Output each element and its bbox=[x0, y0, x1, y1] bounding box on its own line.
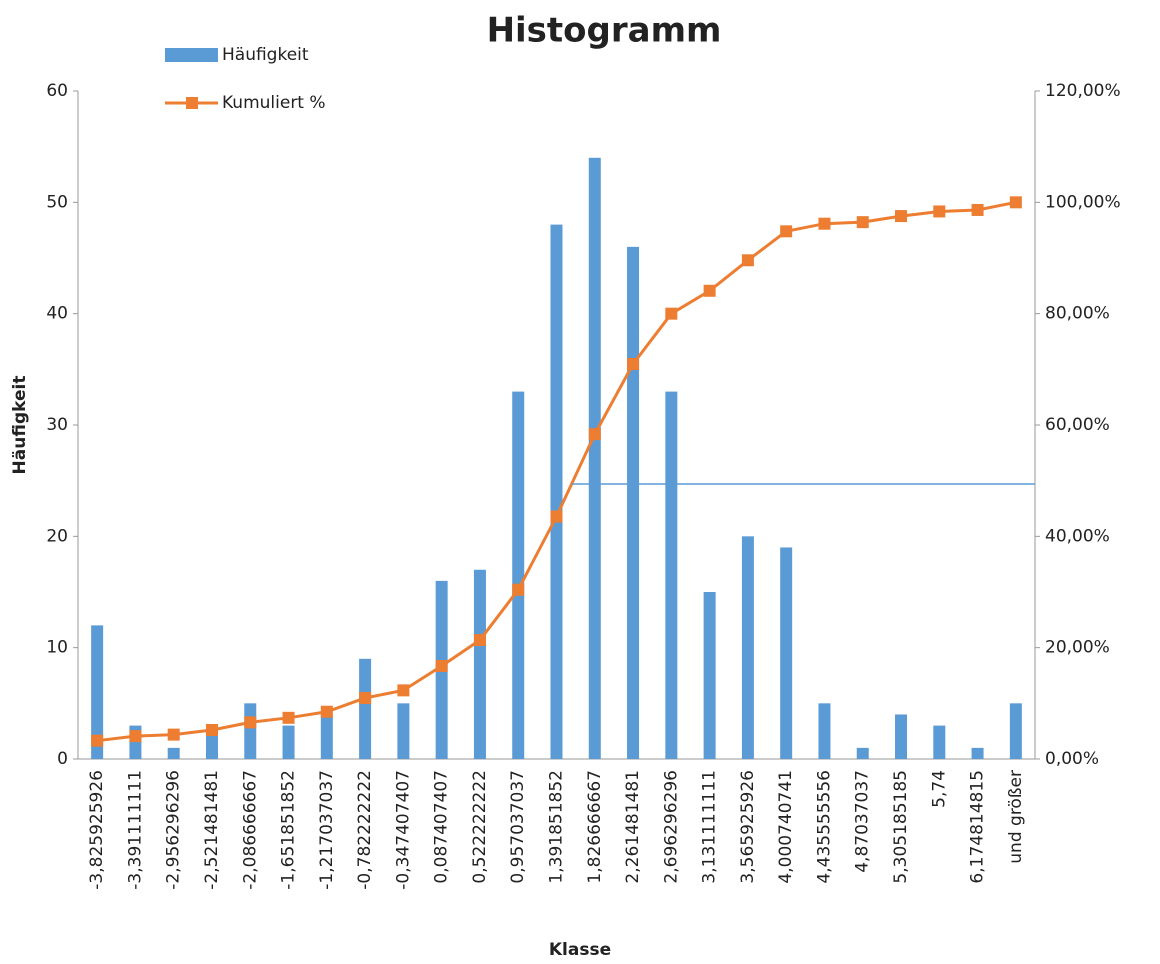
point bbox=[129, 730, 142, 743]
x-tick-label: -2,956296296 bbox=[164, 770, 184, 890]
bar bbox=[741, 536, 754, 759]
bar bbox=[665, 391, 678, 759]
bar bbox=[895, 714, 908, 759]
x-tick-label: -3,391111111 bbox=[125, 770, 145, 890]
point bbox=[1009, 196, 1022, 209]
y2-tick-label: 100,00% bbox=[1045, 192, 1121, 212]
bar bbox=[282, 725, 295, 759]
point bbox=[550, 510, 563, 523]
x-axis-title: Klasse bbox=[549, 940, 611, 960]
point bbox=[91, 734, 104, 747]
x-tick-label: 6,174814815 bbox=[968, 770, 988, 884]
point bbox=[205, 723, 218, 736]
x-tick-label: 1,826666667 bbox=[585, 770, 605, 884]
point bbox=[741, 254, 754, 267]
x-tick-label: 4,435555556 bbox=[814, 770, 834, 884]
x-tick-label: 3,131111111 bbox=[700, 770, 720, 884]
point bbox=[895, 210, 908, 223]
x-tick-label: 3,565925926 bbox=[738, 770, 758, 884]
bar bbox=[91, 625, 104, 759]
point bbox=[627, 357, 640, 370]
y2-tick-label: 60,00% bbox=[1045, 415, 1110, 435]
y-tick-label: 50 bbox=[46, 192, 68, 212]
x-tick-label: -2,086666667 bbox=[240, 770, 260, 890]
point bbox=[971, 203, 984, 216]
point bbox=[512, 583, 525, 596]
bar bbox=[1009, 703, 1022, 759]
bar bbox=[550, 224, 563, 760]
x-tick-label: 1,391851852 bbox=[547, 770, 567, 884]
bar bbox=[512, 391, 525, 759]
y-tick-label: 10 bbox=[46, 638, 68, 658]
bar bbox=[359, 658, 372, 759]
point bbox=[473, 634, 486, 647]
y-axis-title: Häufigkeit bbox=[10, 376, 30, 475]
x-tick-label: 5,74 bbox=[929, 770, 949, 808]
bar bbox=[856, 747, 869, 759]
bar bbox=[933, 725, 946, 759]
point bbox=[780, 225, 793, 238]
point bbox=[703, 284, 716, 297]
point bbox=[818, 217, 831, 230]
bar bbox=[320, 714, 333, 759]
bar bbox=[780, 547, 793, 759]
x-tick-label: 5,305185185 bbox=[891, 770, 911, 884]
point bbox=[588, 428, 601, 441]
bar bbox=[167, 747, 180, 759]
bar bbox=[244, 703, 257, 759]
y2-tick-label: 20,00% bbox=[1045, 638, 1110, 658]
y-tick-label: 60 bbox=[46, 81, 68, 101]
bar bbox=[627, 246, 640, 759]
x-tick-label: -1,651851852 bbox=[279, 770, 299, 890]
x-tick-label: -1,217037037 bbox=[317, 770, 337, 890]
bar bbox=[971, 747, 984, 759]
point bbox=[665, 307, 678, 320]
y-tick-label: 0 bbox=[57, 749, 68, 769]
bar bbox=[703, 592, 716, 759]
y2-tick-label: 120,00% bbox=[1045, 81, 1121, 101]
x-tick-label: 4,87037037 bbox=[853, 770, 873, 873]
x-tick-label: 0,087407407 bbox=[432, 770, 452, 884]
bar bbox=[818, 703, 831, 759]
chart-title: Histogramm bbox=[487, 11, 722, 51]
y2-tick-label: 0,00% bbox=[1045, 749, 1099, 769]
point bbox=[435, 659, 448, 672]
bar bbox=[588, 157, 601, 760]
x-tick-label: und größer bbox=[1006, 770, 1026, 864]
y2-tick-label: 80,00% bbox=[1045, 304, 1110, 324]
x-tick-label: -0,782222222 bbox=[355, 770, 375, 890]
bar bbox=[473, 569, 486, 759]
point bbox=[933, 205, 946, 218]
x-tick-label: -0,347407407 bbox=[393, 770, 413, 890]
x-tick-label: 0,957037037 bbox=[508, 770, 528, 884]
x-tick-label: 4,000740741 bbox=[776, 770, 796, 884]
y-tick-label: 40 bbox=[46, 304, 68, 324]
point bbox=[359, 691, 372, 704]
legend-label: Häufigkeit bbox=[222, 45, 309, 65]
point bbox=[167, 728, 180, 741]
legend-swatch bbox=[165, 48, 218, 62]
x-tick-label: 0,522222222 bbox=[470, 770, 490, 884]
y-tick-label: 20 bbox=[46, 526, 68, 546]
point bbox=[282, 711, 295, 724]
point bbox=[320, 705, 333, 718]
x-tick-label: -3,825925926 bbox=[87, 770, 107, 890]
x-tick-label: 2,696296296 bbox=[661, 770, 681, 884]
x-tick-label: -2,521481481 bbox=[202, 770, 222, 890]
x-tick-label: 2,261481481 bbox=[623, 770, 643, 884]
legend-marker bbox=[186, 97, 198, 109]
point bbox=[244, 716, 257, 729]
legend-label: Kumuliert % bbox=[222, 93, 326, 113]
bar bbox=[397, 703, 410, 759]
y2-tick-label: 40,00% bbox=[1045, 526, 1110, 546]
point bbox=[397, 684, 410, 697]
y-tick-label: 30 bbox=[46, 415, 68, 435]
point bbox=[856, 216, 869, 229]
